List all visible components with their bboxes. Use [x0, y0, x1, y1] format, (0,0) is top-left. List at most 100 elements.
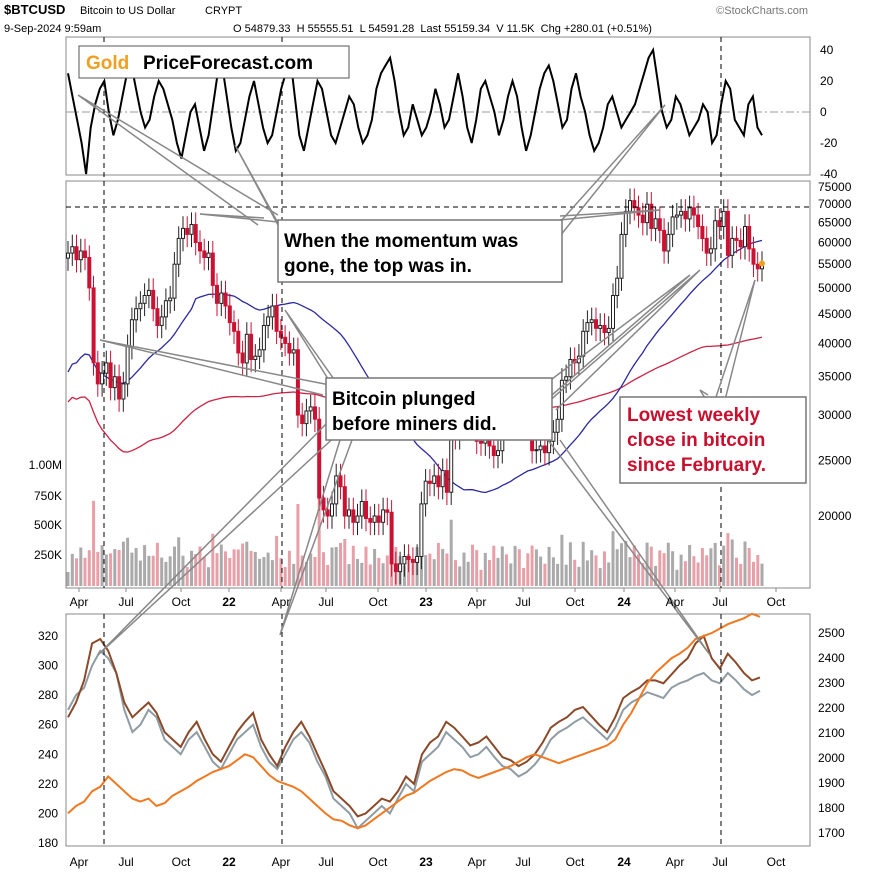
volume-bar: [624, 540, 628, 586]
volume-bar: [577, 566, 581, 586]
candle-body: [163, 300, 168, 318]
volume-bar: [245, 541, 249, 586]
volume-bar: [756, 555, 760, 586]
volume-bar: [322, 552, 325, 586]
volume-bar: [432, 559, 436, 586]
volume-bar: [747, 548, 751, 586]
candle-body: [657, 218, 662, 231]
candle-body: [704, 237, 709, 254]
x-tick-top: Jul: [318, 595, 333, 609]
price-panel: [65, 180, 811, 589]
volume-bar: [258, 558, 262, 586]
volume-bar: [526, 553, 530, 586]
callout-lowest: Lowest weekly close in bitcoin since Feb…: [619, 396, 807, 484]
comp-left-tick: 320: [38, 629, 58, 643]
comp-right-tick: 2400: [818, 651, 845, 665]
candle-body: [244, 333, 249, 364]
candle-body: [232, 322, 237, 332]
volume-bar: [283, 567, 287, 586]
volume-tick: 250K: [34, 548, 62, 562]
candle-body: [734, 237, 739, 241]
comp-right-tick: 1700: [818, 826, 845, 840]
x-tick-bottom: Oct: [767, 855, 786, 869]
candle-body: [176, 237, 181, 265]
x-tick-top: Jul: [118, 595, 133, 609]
price-y-tick: 30000: [818, 408, 852, 422]
volume-bar: [347, 564, 351, 586]
volume-bar: [215, 553, 219, 586]
candle-body: [372, 515, 377, 523]
volume-bar: [100, 545, 104, 586]
volume-bar: [560, 534, 564, 586]
volume-bar: [692, 556, 696, 586]
volume-bar: [334, 547, 338, 586]
volume-bar: [709, 548, 713, 586]
candle-body: [619, 233, 624, 279]
candle-body: [444, 470, 449, 493]
volume-bar: [522, 567, 526, 586]
volume-bar: [317, 491, 321, 586]
candle-body: [338, 475, 343, 488]
volume-bar: [551, 557, 555, 586]
copyright-text: ©StockCharts.com: [716, 5, 808, 17]
candle-body: [121, 383, 126, 400]
volume-bar: [615, 549, 619, 586]
axis-layer: 40200-20-4075000700006500060000550005000…: [29, 43, 852, 869]
callout-momentum-line-2: gone, the top was in.: [284, 256, 472, 277]
candle-body: [270, 305, 275, 318]
candle-body: [691, 207, 696, 216]
volume-bar: [717, 565, 721, 587]
x-tick-top: 22: [222, 595, 236, 609]
volume-bar: [143, 545, 147, 586]
volume-bar: [530, 545, 534, 586]
osc-y-tick: -40: [820, 167, 838, 181]
volume-bar: [564, 564, 568, 586]
comp-left-tick: 180: [38, 836, 58, 850]
volume-bar: [113, 549, 117, 586]
price-y-tick: 35000: [818, 370, 852, 384]
volume-bar: [556, 563, 560, 586]
volume-bar: [126, 537, 130, 586]
volume-tick: 500K: [34, 518, 62, 532]
candle-body: [653, 218, 658, 229]
volume-bar: [752, 561, 755, 586]
oscillator-panel: [65, 36, 811, 176]
price-y-tick: 70000: [818, 197, 852, 211]
volume-bar: [666, 542, 670, 586]
volume-bar: [483, 552, 487, 586]
price-y-tick: 65000: [818, 216, 852, 230]
candle-body: [91, 287, 96, 364]
x-tick-top: Oct: [566, 595, 585, 609]
x-tick-bottom: Jul: [515, 855, 530, 869]
callout-lowest-line-1: Lowest weekly: [627, 405, 760, 426]
comp-left-tick: 240: [38, 747, 58, 761]
candle-body: [730, 237, 735, 256]
volume-bar: [683, 561, 687, 586]
volume-bar: [488, 560, 491, 586]
x-tick-top: Apr: [666, 595, 685, 609]
candle-body: [559, 379, 564, 420]
volume-bar: [700, 548, 704, 586]
volume-bar: [381, 563, 385, 586]
volume-tick: 1.00M: [29, 458, 62, 472]
volume-bar: [262, 557, 266, 586]
volume-bar: [270, 560, 274, 586]
volume-bar: [458, 566, 462, 586]
candle-body: [389, 511, 394, 565]
last-price-dot: [759, 260, 765, 267]
volume-bar: [368, 564, 372, 586]
comparison-line-mining stocks: [67, 634, 761, 818]
x-tick-top: Apr: [70, 595, 89, 609]
volume-bar: [219, 544, 223, 586]
comparison-panel: [65, 613, 811, 847]
callout-miners: Bitcoin plunged before miners did.: [325, 377, 553, 441]
volume-bar: [360, 562, 364, 586]
volume-bar: [292, 563, 296, 586]
comp-left-tick: 280: [38, 688, 58, 702]
candle-body: [670, 216, 675, 235]
candle-body: [479, 440, 483, 444]
candle-body: [538, 445, 543, 451]
candle-body: [589, 319, 594, 324]
comp-right-tick: 2500: [818, 626, 845, 640]
candle-body: [496, 450, 500, 457]
